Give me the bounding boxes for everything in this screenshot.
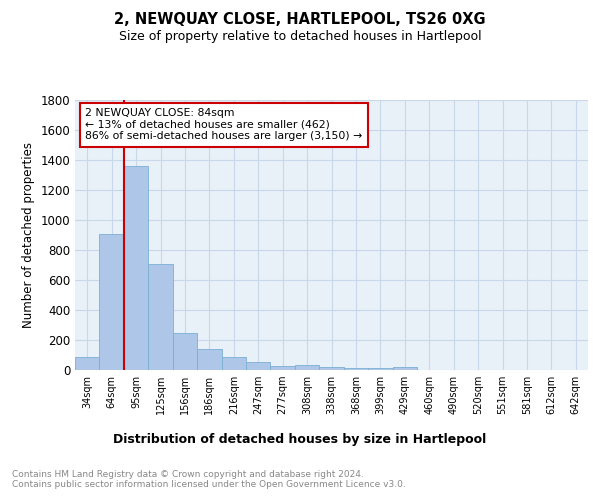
Bar <box>100 234 124 370</box>
Text: 2, NEWQUAY CLOSE, HARTLEPOOL, TS26 0XG: 2, NEWQUAY CLOSE, HARTLEPOOL, TS26 0XG <box>114 12 486 28</box>
Text: Contains HM Land Registry data © Crown copyright and database right 2024.
Contai: Contains HM Land Registry data © Crown c… <box>12 470 406 490</box>
Bar <box>124 166 148 370</box>
Bar <box>173 332 197 370</box>
Bar <box>344 368 368 370</box>
Bar <box>319 368 344 370</box>
Bar <box>148 264 173 370</box>
Bar <box>271 366 295 370</box>
Bar <box>197 349 221 370</box>
Text: Size of property relative to detached houses in Hartlepool: Size of property relative to detached ho… <box>119 30 481 43</box>
Bar <box>295 365 319 370</box>
Text: Distribution of detached houses by size in Hartlepool: Distribution of detached houses by size … <box>113 432 487 446</box>
Bar <box>392 367 417 370</box>
Bar <box>221 357 246 370</box>
Bar <box>75 356 100 370</box>
Text: 2 NEWQUAY CLOSE: 84sqm
← 13% of detached houses are smaller (462)
86% of semi-de: 2 NEWQUAY CLOSE: 84sqm ← 13% of detached… <box>85 108 362 142</box>
Y-axis label: Number of detached properties: Number of detached properties <box>22 142 35 328</box>
Bar <box>368 368 392 370</box>
Bar <box>246 362 271 370</box>
